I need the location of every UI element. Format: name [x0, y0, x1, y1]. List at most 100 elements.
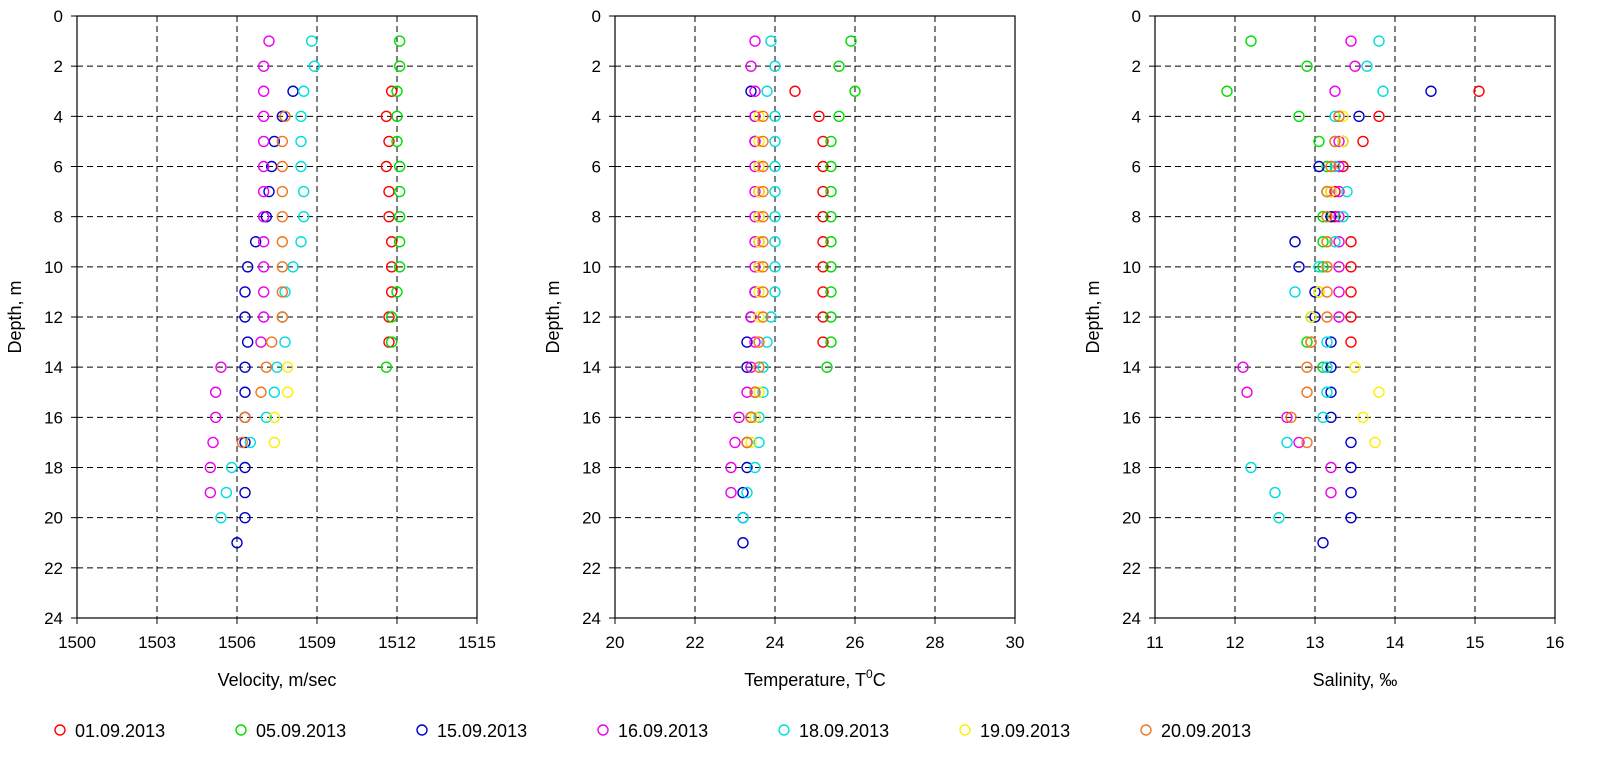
data-point	[279, 110, 291, 123]
data-point	[753, 210, 765, 223]
data-point	[1325, 210, 1337, 223]
data-point	[239, 361, 251, 373]
data-point	[1329, 185, 1341, 198]
data-point	[1293, 436, 1305, 449]
data-point	[1345, 486, 1357, 499]
data-point	[753, 386, 765, 398]
series-20.09.2013	[741, 110, 769, 449]
data-point	[753, 110, 765, 123]
y-tick-label: 0	[592, 7, 601, 26]
data-point	[753, 361, 765, 373]
x-tick-label: 30	[1006, 633, 1025, 652]
data-point	[393, 60, 406, 72]
data-point	[769, 160, 781, 173]
data-point	[741, 361, 753, 373]
x-tick-label: 13	[1306, 633, 1325, 652]
salinity-y-axis-label: Depth, m	[1083, 280, 1103, 353]
data-point	[268, 386, 281, 398]
data-point	[753, 236, 765, 248]
y-tick-label: 2	[1132, 57, 1141, 76]
data-point	[1321, 236, 1333, 248]
data-point	[1345, 261, 1357, 273]
data-point	[817, 261, 829, 273]
data-point	[757, 185, 769, 198]
y-tick-label: 10	[1122, 258, 1141, 277]
x-tick-label: 20	[606, 633, 625, 652]
data-point	[204, 486, 217, 499]
y-tick-label: 6	[592, 158, 601, 177]
data-point	[1321, 185, 1333, 198]
data-point	[276, 185, 289, 198]
x-tick-label: 1506	[218, 633, 256, 652]
series-18.09.2013	[1245, 35, 1389, 524]
legend-marker	[54, 724, 66, 736]
temperature-panel: 20 22 24 26 28 30024681012141618202224Tempera…	[543, 7, 1024, 690]
legend-marker	[959, 724, 971, 736]
y-tick-label: 22	[44, 559, 63, 578]
data-point	[297, 210, 310, 223]
data-point	[1313, 286, 1325, 298]
data-point	[255, 336, 267, 348]
data-point	[276, 210, 289, 223]
series-01.09.2013	[789, 85, 829, 348]
y-tick-label: 18	[44, 459, 63, 478]
data-point	[215, 511, 227, 524]
legend-item: 20.09.2013	[1140, 721, 1251, 741]
data-point	[817, 311, 829, 323]
data-point	[1337, 135, 1349, 148]
data-point	[753, 436, 765, 449]
series-16.09.2013	[204, 35, 275, 499]
data-point	[1325, 336, 1337, 348]
data-point	[825, 185, 837, 198]
data-point	[308, 60, 321, 72]
data-point	[1325, 386, 1337, 398]
data-point	[741, 461, 753, 474]
data-point	[1305, 336, 1317, 348]
data-point	[1329, 236, 1341, 248]
legend-label: 01.09.2013	[75, 721, 165, 741]
data-point	[765, 35, 777, 47]
data-point	[1321, 361, 1333, 373]
legend-item: 16.09.2013	[597, 721, 708, 741]
data-point	[1377, 85, 1389, 97]
y-tick-label: 2	[54, 57, 63, 76]
data-point	[769, 60, 781, 72]
y-tick-label: 22	[1122, 559, 1141, 578]
data-point	[1325, 185, 1337, 198]
data-point	[305, 35, 318, 47]
data-point	[1309, 286, 1321, 298]
data-point	[281, 386, 294, 398]
data-point	[215, 361, 227, 373]
data-point	[391, 110, 403, 123]
data-point	[769, 236, 781, 248]
data-point	[825, 236, 837, 248]
data-point	[1321, 336, 1333, 348]
data-point	[1345, 511, 1357, 524]
y-tick-label: 12	[1122, 308, 1141, 327]
series-01.09.2013	[1329, 85, 1485, 348]
data-point	[769, 261, 781, 273]
velocity-panel: 1500 1503 1506 1509 1512 15150246810121416182…	[5, 7, 496, 690]
data-point	[1317, 361, 1329, 373]
legend-item: 05.09.2013	[235, 721, 346, 741]
y-tick-label: 6	[54, 158, 63, 177]
data-point	[207, 436, 219, 449]
data-point	[380, 361, 393, 373]
data-point	[745, 60, 757, 72]
data-point	[393, 185, 406, 198]
data-point	[239, 486, 251, 499]
data-point	[753, 261, 765, 273]
data-point	[1373, 35, 1385, 47]
data-point	[281, 361, 294, 373]
data-point	[276, 311, 289, 323]
y-tick-label: 20	[44, 509, 63, 528]
data-point	[1325, 160, 1337, 173]
data-point	[1321, 261, 1333, 273]
data-point	[385, 311, 398, 323]
velocity-y-axis-label: Depth, m	[5, 280, 25, 353]
data-point	[1305, 311, 1317, 323]
y-tick-label: 0	[54, 7, 63, 26]
x-tick-label: 12	[1226, 633, 1245, 652]
data-point	[725, 461, 737, 474]
legend-item: 19.09.2013	[959, 721, 1070, 741]
